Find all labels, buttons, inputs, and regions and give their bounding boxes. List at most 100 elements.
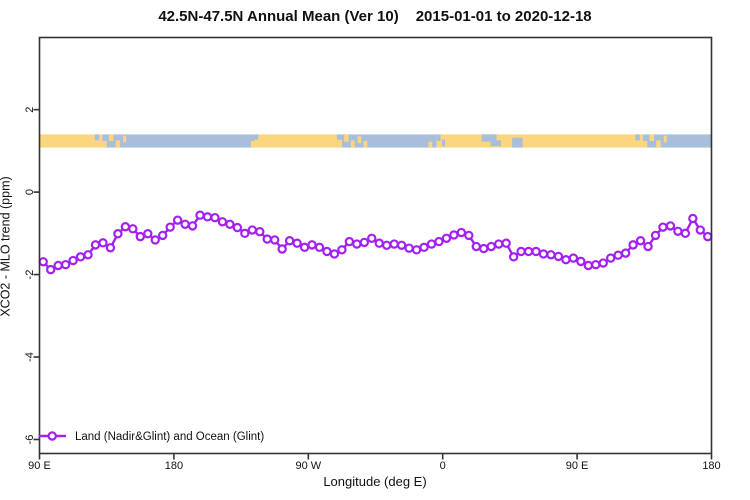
data-point	[262, 234, 272, 244]
band-segment-ocean	[102, 134, 255, 148]
coast-patch-land	[363, 140, 368, 148]
data-point	[546, 250, 556, 260]
data-point	[374, 238, 384, 248]
data-point	[120, 222, 131, 232]
data-point	[314, 242, 325, 253]
x-tick-label: 0	[440, 460, 446, 472]
data-point	[680, 228, 691, 239]
data-point	[583, 260, 594, 271]
coast-patch-land	[656, 140, 661, 148]
data-point	[75, 252, 86, 262]
coast-patch-land	[336, 139, 342, 148]
legend-marker	[47, 431, 57, 441]
y-tick-label: -6	[24, 435, 36, 445]
data-point	[277, 244, 287, 254]
data-point	[426, 239, 437, 249]
data-point	[591, 259, 601, 270]
data-point	[113, 229, 123, 239]
data-point	[90, 240, 101, 250]
data-point	[135, 231, 145, 242]
x-tick-label: 90 E	[566, 460, 589, 472]
data-point	[299, 242, 310, 253]
coast-patch-land	[102, 140, 107, 148]
data-point	[695, 225, 706, 235]
y-tick-label: 0	[24, 189, 36, 195]
data-point	[635, 236, 646, 246]
data-point	[255, 226, 265, 237]
data-point	[523, 246, 534, 257]
chart-title-dates: 2015-01-01 to 2020-12-18	[415, 8, 592, 25]
coast-patch-ocean	[512, 137, 523, 148]
y-axis-title: XCO2 - MLO trend (ppm)	[0, 176, 13, 317]
data-point	[322, 246, 332, 257]
data-point	[464, 230, 474, 241]
data-point	[643, 241, 653, 252]
data-point	[606, 253, 616, 263]
band-segment-ocean	[336, 134, 437, 148]
data-point	[441, 233, 452, 243]
data-point	[225, 219, 235, 229]
band-segment-land	[436, 134, 643, 148]
data-point	[613, 250, 623, 260]
data-point	[180, 219, 190, 229]
data-point	[172, 215, 183, 225]
coast-patch-land	[428, 141, 433, 148]
band-segment-land	[39, 134, 103, 148]
coast-patch-land	[350, 140, 355, 148]
data-point	[501, 238, 511, 248]
data-point	[494, 239, 504, 249]
data-point	[352, 239, 362, 249]
y-tick-label: -4	[24, 352, 36, 362]
data-point	[157, 230, 168, 241]
data-point	[568, 253, 579, 263]
data-point	[195, 210, 205, 220]
data-point	[150, 235, 160, 245]
data-point	[389, 239, 399, 249]
coast-patch-ocean	[254, 134, 259, 140]
data-point	[270, 235, 280, 245]
data-point	[456, 227, 467, 238]
x-tick-label: 90 E	[28, 460, 51, 472]
data-point	[673, 226, 683, 236]
data-point	[404, 243, 414, 253]
data-point	[143, 229, 153, 239]
data-point	[434, 236, 444, 247]
data-point	[628, 240, 638, 250]
coast-patch-land	[649, 134, 655, 141]
coast-patch-land	[250, 140, 255, 148]
data-point	[665, 221, 676, 231]
coast-patch-ocean	[490, 140, 501, 147]
data-point	[329, 249, 340, 259]
coast-patch-land	[115, 140, 121, 148]
data-point	[46, 264, 56, 275]
data-point	[217, 217, 228, 227]
coast-patch-land	[123, 135, 127, 143]
data-point	[576, 256, 586, 267]
chart-title: 42.5N-47.5N Annual Mean (Ver 10) 2015-01…	[0, 8, 750, 25]
y-tick-label: 2	[24, 107, 36, 113]
data-point	[359, 237, 369, 248]
data-point	[307, 240, 317, 250]
data-point	[83, 250, 93, 260]
data-point	[232, 222, 243, 233]
data-point	[247, 225, 257, 235]
data-point	[658, 222, 668, 232]
coast-patch-land	[344, 134, 349, 142]
data-point	[449, 230, 459, 240]
data-point	[620, 248, 631, 258]
data-point	[68, 255, 78, 266]
data-point	[650, 230, 661, 241]
data-point	[531, 246, 541, 257]
data-point	[53, 260, 63, 271]
data-point	[471, 241, 481, 252]
legend-label: Land (Nadir&Glint) and Ocean (Glint)	[75, 431, 264, 443]
plot-frame	[38, 36, 713, 455]
x-axis-title: Longitude (deg E)	[323, 474, 427, 489]
data-point	[419, 242, 429, 253]
coast-patch-ocean	[635, 134, 640, 141]
data-point	[703, 231, 713, 242]
data-point	[508, 252, 519, 262]
data-point	[105, 243, 116, 253]
